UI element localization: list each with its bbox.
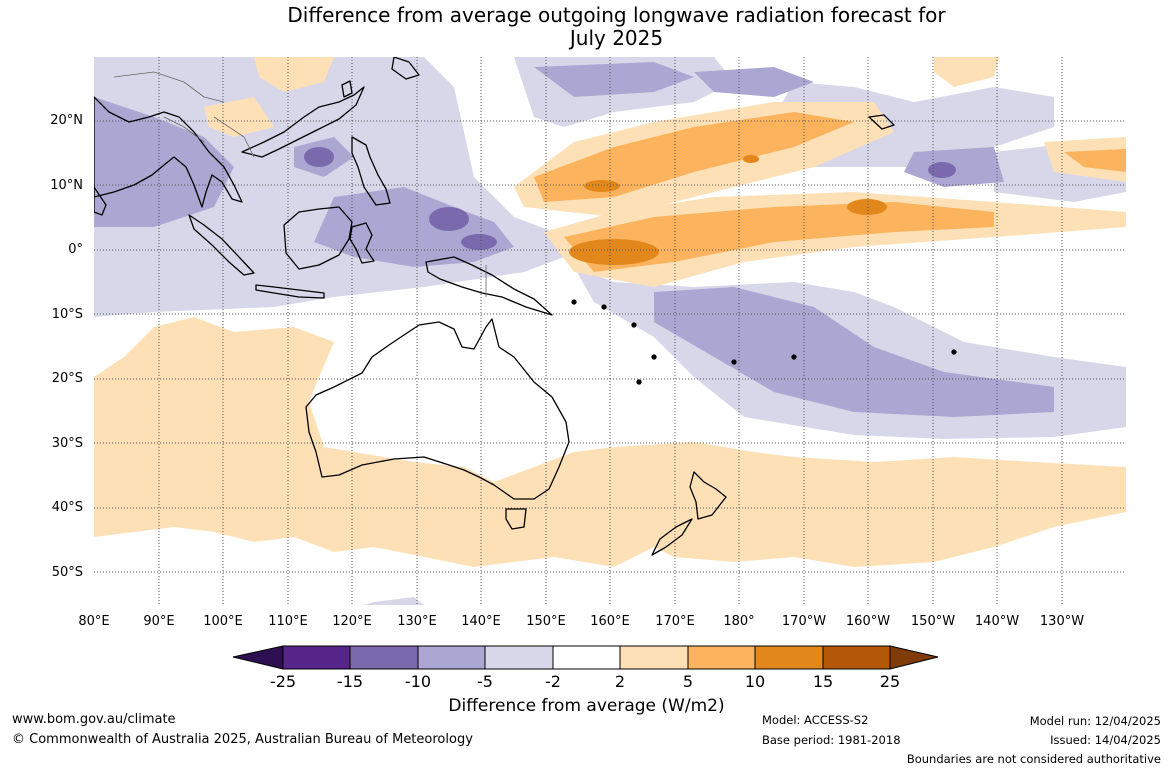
issued-date: Issued: 14/04/2025 [1050, 733, 1161, 747]
country-borders [113, 71, 487, 297]
australia-outline [305, 318, 570, 500]
lat-lon-grid [94, 57, 1126, 605]
colorbar-label: 5 [682, 672, 694, 691]
sulawesi-outline [349, 222, 375, 264]
lat-label: 50°S [51, 565, 83, 580]
colorbar-label: -10 [404, 672, 432, 691]
anomaly-m15-m10-regions [304, 147, 956, 250]
philippines-outline [351, 136, 391, 206]
boundaries-disclaimer: Boundaries are not considered authoritat… [906, 752, 1161, 766]
lon-label: 140°E [461, 614, 501, 629]
se-asia-outline [94, 96, 243, 208]
lon-label: 110°E [268, 614, 308, 629]
colorbar-swatch-m2-p2 [552, 645, 621, 670]
java-outline [255, 284, 325, 299]
colorbar-label: 10 [744, 672, 766, 691]
new-guinea-outline [425, 256, 553, 316]
new-zealand-outline [689, 471, 727, 520]
title-line-1: Difference from average outgoing longwav… [287, 3, 946, 27]
lon-label: 160°W [845, 614, 891, 629]
lat-label: 40°S [51, 500, 83, 515]
lon-label: 130°W [1039, 614, 1085, 629]
colorbar-title: Difference from average (W/m2) [448, 696, 725, 716]
lon-label: 130°E [397, 614, 437, 629]
colorbar-swatch-m10-m5 [417, 645, 486, 670]
lon-label: 180° [723, 614, 755, 629]
colorbar-label: 15 [812, 672, 834, 691]
colorbar-swatch-m25-m15 [282, 645, 351, 670]
colorbar-extension-high [889, 645, 939, 670]
map-title: Difference from average outgoing longwav… [0, 4, 1173, 50]
olr-anomaly-map [94, 57, 1126, 605]
colorbar-swatch-p2-p5 [619, 645, 689, 670]
anomaly-m10-m5-regions [94, 62, 1054, 417]
colorbar-swatch-m15-m10 [349, 645, 419, 670]
coastlines [94, 57, 957, 556]
colorbar-swatch-m5-m2 [484, 645, 554, 670]
colorbar-swatch-p15-p25 [822, 645, 891, 670]
colorbar [232, 645, 939, 670]
website-link[interactable]: www.bom.gov.au/climate [12, 712, 176, 727]
colorbar-label: -5 [477, 672, 493, 691]
title-line-2: July 2025 [569, 26, 664, 50]
lon-label: 160°E [590, 614, 630, 629]
lat-label: 20°N [50, 113, 83, 128]
colorbar-extension-low [232, 645, 284, 670]
lon-label: 140°W [974, 614, 1020, 629]
lon-label: 100°E [203, 614, 243, 629]
lon-label: 150°E [526, 614, 566, 629]
colorbar-label: -2 [545, 672, 561, 691]
colorbar-swatch-p10-p15 [754, 645, 824, 670]
borneo-outline [283, 206, 353, 270]
tasmania-outline [505, 508, 527, 530]
lat-label: 0° [68, 242, 83, 257]
anomaly-p10-p15-regions [569, 155, 887, 265]
colorbar-label: -15 [336, 672, 364, 691]
model-run-date: Model run: 12/04/2025 [1029, 714, 1161, 728]
lat-label: 30°S [51, 436, 83, 451]
lat-label: 10°N [50, 178, 83, 193]
lon-label: 90°E [143, 614, 175, 629]
colorbar-label: 2 [614, 672, 626, 691]
base-period: Base period: 1981-2018 [762, 733, 901, 747]
lat-label: 20°S [51, 371, 83, 386]
anomaly-p5-p10-regions [534, 112, 1126, 272]
lon-label: 170°W [781, 614, 827, 629]
colorbar-label: 25 [879, 672, 901, 691]
lon-label: 80°E [78, 614, 110, 629]
copyright-text: © Commonwealth of Australia 2025, Austra… [12, 732, 473, 747]
lat-label: 10°S [51, 307, 83, 322]
lon-label: 150°W [910, 614, 956, 629]
lon-label: 120°E [332, 614, 372, 629]
sumatra-outline [188, 214, 255, 276]
model-name: Model: ACCESS-S2 [762, 713, 869, 727]
colorbar-swatch-p5-p10 [687, 645, 756, 670]
colorbar-label: -25 [269, 672, 297, 691]
lon-label: 170°E [655, 614, 695, 629]
